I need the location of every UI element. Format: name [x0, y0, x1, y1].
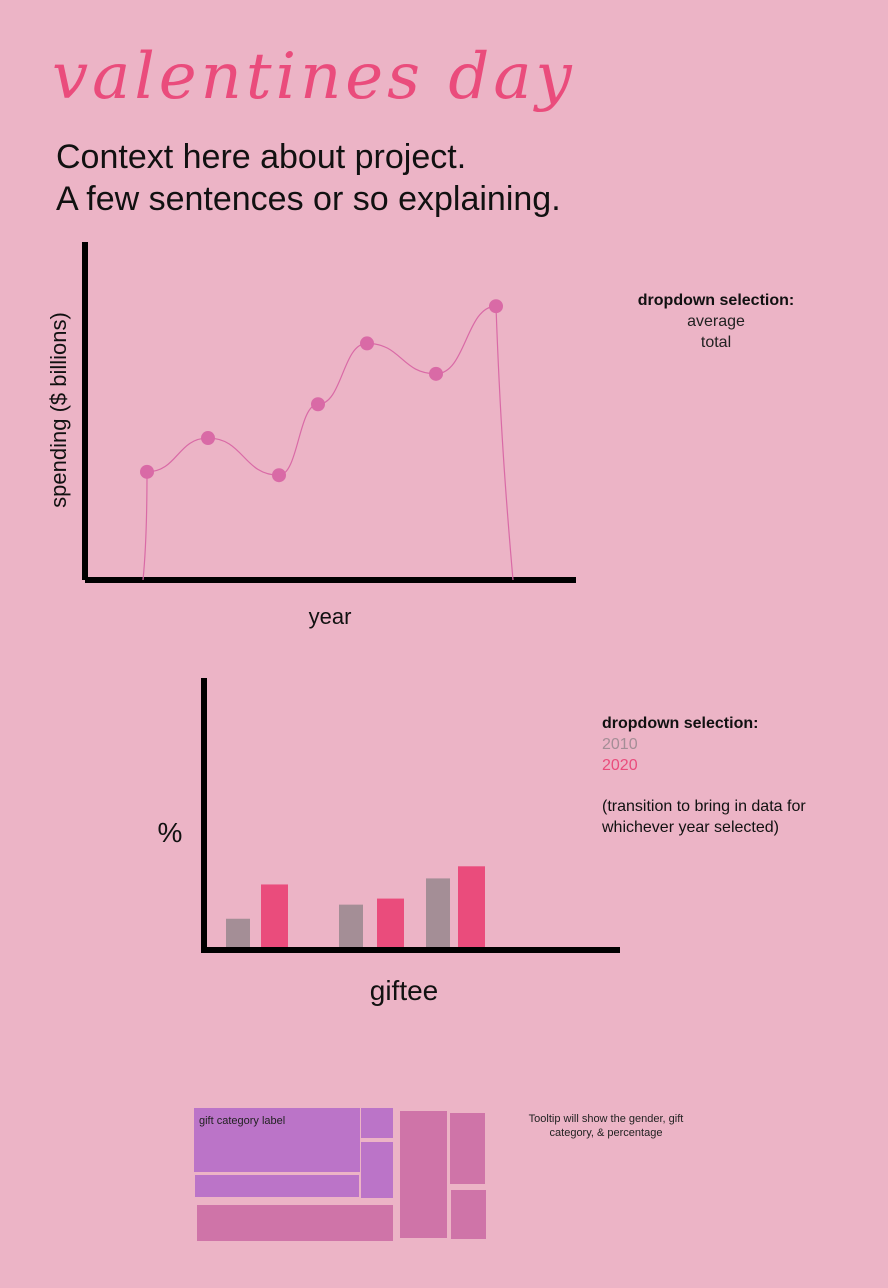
data-point-3[interactable] — [272, 468, 286, 483]
data-point-5[interactable] — [360, 336, 374, 351]
dropdown-option-average[interactable]: average — [687, 313, 745, 330]
bar-chart-y-label: % — [158, 817, 183, 848]
line-chart-series — [140, 299, 514, 581]
treemap-tile-3[interactable] — [361, 1142, 393, 1198]
data-point-1[interactable] — [140, 464, 154, 479]
dropdown-option-2010[interactable]: 2010 — [602, 736, 638, 753]
treemap-tooltip-note: Tooltip will show the gender, gift categ… — [528, 1113, 684, 1139]
line-dropdown-label: dropdown selection: — [637, 292, 795, 309]
treemap-tile-1[interactable] — [194, 1108, 360, 1172]
data-point-7[interactable] — [489, 299, 503, 314]
bar-chart-dropdown[interactable]: dropdown selection: 2010 2020 (transitio… — [602, 713, 842, 838]
transition-note: (transition to bring in data for whichev… — [602, 798, 806, 836]
context-line-1: Context here about project. — [56, 138, 467, 176]
bar-2020-2[interactable] — [377, 898, 404, 947]
bar-dropdown-label: dropdown selection: — [602, 715, 759, 732]
bar-chart-x-label: giftee — [370, 975, 439, 1006]
treemap-tile-4[interactable] — [195, 1175, 359, 1197]
treemap-tile-2[interactable] — [361, 1108, 393, 1138]
treemap-tile-label: gift category label — [199, 1115, 285, 1127]
treemap-tile-5[interactable] — [197, 1205, 393, 1241]
line-chart-dropdown[interactable]: dropdown selection: average total — [600, 290, 832, 353]
treemap-tile-8[interactable] — [451, 1190, 486, 1239]
data-point-6[interactable] — [429, 366, 443, 381]
line-chart-y-label: spending ($ billions) — [46, 312, 71, 508]
page-title: valentines day — [52, 40, 576, 114]
bar-2010-1[interactable] — [226, 918, 250, 947]
data-point-4[interactable] — [311, 397, 325, 412]
treemap-tile-7[interactable] — [450, 1113, 485, 1184]
treemap-tile-6[interactable] — [400, 1111, 447, 1238]
context-line-2: A few sentences or so explaining. — [56, 180, 561, 218]
bar-2020-3[interactable] — [458, 866, 485, 947]
line-path — [142, 305, 514, 581]
bar-chart-series — [226, 866, 485, 947]
project-context: Context here about project. A few senten… — [56, 136, 756, 220]
bar-2010-3[interactable] — [426, 878, 450, 947]
data-point-2[interactable] — [201, 431, 215, 446]
bar-2010-2[interactable] — [339, 904, 363, 947]
line-chart-x-label: year — [309, 604, 352, 629]
bar-2020-1[interactable] — [261, 884, 288, 947]
dropdown-option-total[interactable]: total — [700, 334, 732, 351]
dropdown-option-2020[interactable]: 2020 — [602, 757, 638, 774]
